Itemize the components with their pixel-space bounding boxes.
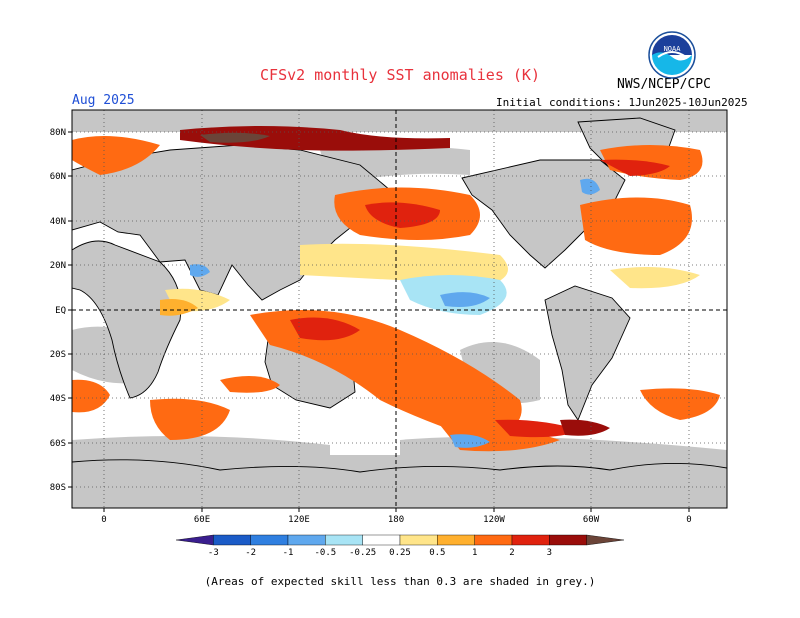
lat-label: 40S xyxy=(50,394,66,404)
longitude-labels: 0 60E 120E 180 120W 60W 0 xyxy=(101,515,691,525)
lon-label: 120W xyxy=(483,515,505,525)
continent-antarctica xyxy=(72,459,727,508)
colorbar-tick-label: 0.5 xyxy=(429,548,445,558)
colorbar-tick-label: -0.25 xyxy=(349,548,376,558)
colorbar-swatch xyxy=(474,534,513,546)
colorbar-tick-label: -3 xyxy=(208,548,219,558)
colorbar: -3 -2 -1 -0.5 -0.25 0.25 0.5 1 2 3 xyxy=(175,534,625,558)
lon-label: 0 xyxy=(101,515,106,525)
lat-label: 20N xyxy=(50,261,66,271)
colorbar-swatch xyxy=(213,534,251,546)
map-frame xyxy=(71,109,728,509)
warm-anomalies xyxy=(72,126,720,452)
continent-south-america xyxy=(544,285,631,421)
colorbar-tick-label: 1 xyxy=(472,548,477,558)
colorbar-swatch xyxy=(549,534,587,546)
lat-label: EQ xyxy=(55,306,66,316)
lat-label: 20S xyxy=(50,350,66,360)
lon-label: 180 xyxy=(388,515,404,525)
colorbar-swatch xyxy=(511,534,550,546)
sst-anomaly-map: 80N 60N 40N 20N EQ 20S 40S 60S 80S 0 60E… xyxy=(50,109,728,525)
lat-label: 80N xyxy=(50,128,66,138)
colorbar-tick-label: -0.5 xyxy=(314,548,336,558)
axis-ticks xyxy=(68,131,690,512)
chart-title: CFSv2 monthly SST anomalies (K) xyxy=(260,66,540,84)
lon-label: 120E xyxy=(288,515,310,525)
valid-month-label: Aug 2025 xyxy=(72,93,135,108)
colorbar-swatch xyxy=(287,534,326,546)
initial-conditions-label: Initial conditions: 1Jun2025-10Jun2025 xyxy=(496,96,748,109)
colorbar-tick-label: -2 xyxy=(245,548,256,558)
noaa-logo: NOAA xyxy=(648,31,696,79)
latitude-labels: 80N 60N 40N 20N EQ 20S 40S 60S 80S xyxy=(50,128,66,493)
colorbar-tick-labels: -3 -2 -1 -0.5 -0.25 0.25 0.5 1 2 3 xyxy=(208,548,552,558)
lon-label: 0 xyxy=(686,515,691,525)
colorbar-swatches xyxy=(175,534,625,546)
colorbar-swatch xyxy=(325,534,363,546)
lat-label: 80S xyxy=(50,483,66,493)
equator-dateline xyxy=(72,110,727,508)
colorbar-tick-label: 2 xyxy=(509,548,514,558)
lat-label: 40N xyxy=(50,217,66,227)
logo-text: NOAA xyxy=(664,45,682,53)
skill-footnote: (Areas of expected skill less than 0.3 a… xyxy=(204,575,596,588)
colorbar-swatch xyxy=(250,534,289,546)
colorbar-tick-label: -1 xyxy=(283,548,294,558)
cold-anomalies xyxy=(190,178,600,448)
colorbar-swatch xyxy=(437,534,475,546)
colorbar-tick-label: 3 xyxy=(547,548,552,558)
lat-label: 60N xyxy=(50,172,66,182)
colorbar-swatch xyxy=(362,534,401,546)
colorbar-swatch xyxy=(399,534,438,546)
colorbar-swatch xyxy=(586,534,625,546)
agency-label: NWS/NCEP/CPC xyxy=(617,77,711,92)
lon-label: 60E xyxy=(194,515,210,525)
lon-label: 60W xyxy=(583,515,600,525)
colorbar-swatch xyxy=(175,534,214,546)
lat-label: 60S xyxy=(50,439,66,449)
continent-africa xyxy=(72,240,182,399)
colorbar-tick-label: 0.25 xyxy=(389,548,411,558)
